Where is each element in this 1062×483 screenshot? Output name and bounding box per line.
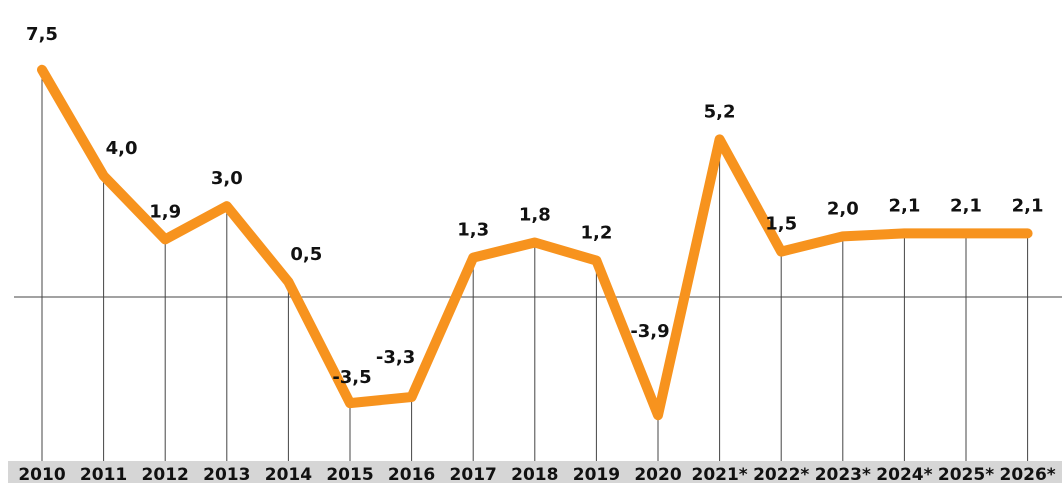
x-tick-label: 2026* <box>999 465 1055 483</box>
data-label: 2,1 <box>1012 195 1044 216</box>
data-label: 0,5 <box>290 244 322 265</box>
data-label: 1,2 <box>580 223 612 244</box>
x-tick-label: 2018 <box>511 465 558 483</box>
data-label: 5,2 <box>704 101 736 122</box>
series-line <box>37 64 1033 421</box>
x-tick-label: 2025* <box>938 465 994 483</box>
data-label: 4,0 <box>106 138 138 159</box>
x-tick-label: 2012 <box>142 465 189 483</box>
x-axis-band <box>8 461 1062 483</box>
x-tick-label: 2023* <box>815 465 871 483</box>
data-label: 2,1 <box>888 195 920 216</box>
x-tick-label: 2010 <box>18 465 65 483</box>
data-label: 1,3 <box>457 220 489 241</box>
data-label: 1,5 <box>765 214 797 235</box>
data-label: -3,9 <box>630 321 669 342</box>
x-axis-ticks: 2010 2011 2012 2013 2014 2015 2016 2017 2018 2019… <box>18 465 1055 483</box>
x-tick-label: 2014 <box>265 465 312 483</box>
x-tick-label: 2017 <box>450 465 497 483</box>
vertical-guides <box>41 69 1029 461</box>
data-label: 1,9 <box>149 201 181 222</box>
data-label: 2,0 <box>827 198 859 219</box>
data-label: -3,3 <box>376 347 415 368</box>
data-label: 3,0 <box>211 168 243 189</box>
data-label: -3,5 <box>332 367 371 388</box>
data-labels: 7,5 4,0 1,9 3,0 0,5 -3,5-3,3 1,3 1,8 1,2 -3,9 5,2 1… <box>26 24 1043 388</box>
x-tick-label: 2024* <box>876 465 932 483</box>
x-tick-label: 2020 <box>634 465 681 483</box>
x-tick-label: 2021* <box>691 465 747 483</box>
x-tick-label: 2013 <box>203 465 250 483</box>
x-tick-label: 2011 <box>80 465 127 483</box>
x-tick-label: 2015 <box>326 465 373 483</box>
data-label: 7,5 <box>26 24 58 45</box>
data-label: 1,8 <box>519 204 551 225</box>
data-label: 2,1 <box>950 195 982 216</box>
x-tick-label: 2022* <box>753 465 809 483</box>
x-tick-label: 2016 <box>388 465 435 483</box>
x-tick-label: 2019 <box>573 465 620 483</box>
